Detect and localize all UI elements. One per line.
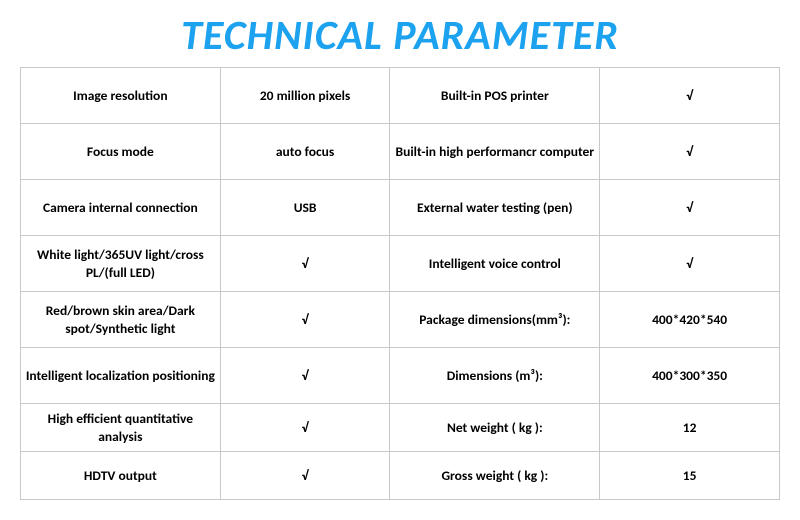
spec-value: √ [600,180,780,236]
spec-value: 400*300*350 [600,348,780,404]
spec-label: External water testing (pen) [390,180,600,236]
table-row: HDTV output √ Gross weight ( kg ): 15 [21,452,780,500]
table-row: Focus mode auto focus Built-in high perf… [21,124,780,180]
spec-label: Gross weight ( kg ): [390,452,600,500]
spec-label: Built-in high performancr computer [390,124,600,180]
spec-label: High efficient quantitative analysis [21,404,221,452]
spec-value: USB [220,180,390,236]
spec-value: √ [220,292,390,348]
spec-label: Intelligent voice control [390,236,600,292]
table-row: Camera internal connection USB External … [21,180,780,236]
spec-label: White light/365UV light/cross PL/(full L… [21,236,221,292]
table-row: Intelligent localization positioning √ D… [21,348,780,404]
spec-value: 400*420*540 [600,292,780,348]
spec-value: 15 [600,452,780,500]
spec-label: Net weight ( kg ): [390,404,600,452]
spec-value: auto focus [220,124,390,180]
spec-label: Camera internal connection [21,180,221,236]
spec-value: √ [600,236,780,292]
spec-label: Built-in POS printer [390,68,600,124]
table-row: Image resolution 20 million pixels Built… [21,68,780,124]
page-title: TECHNICAL PARAMETER [0,0,800,67]
spec-value: √ [220,348,390,404]
spec-value: √ [600,68,780,124]
table-row: High efficient quantitative analysis √ N… [21,404,780,452]
spec-label: HDTV output [21,452,221,500]
spec-value: 20 million pixels [220,68,390,124]
spec-value: √ [220,236,390,292]
spec-label: Red/brown skin area/Dark spot/Synthetic … [21,292,221,348]
table-row: Red/brown skin area/Dark spot/Synthetic … [21,292,780,348]
table-row: White light/365UV light/cross PL/(full L… [21,236,780,292]
spec-value: √ [220,452,390,500]
spec-table: Image resolution 20 million pixels Built… [20,67,780,500]
spec-value: √ [600,124,780,180]
spec-value: 12 [600,404,780,452]
spec-label: Intelligent localization positioning [21,348,221,404]
spec-label: Image resolution [21,68,221,124]
spec-label: Package dimensions(mm³): [390,292,600,348]
spec-label: Dimensions (m³): [390,348,600,404]
spec-value: √ [220,404,390,452]
spec-label: Focus mode [21,124,221,180]
